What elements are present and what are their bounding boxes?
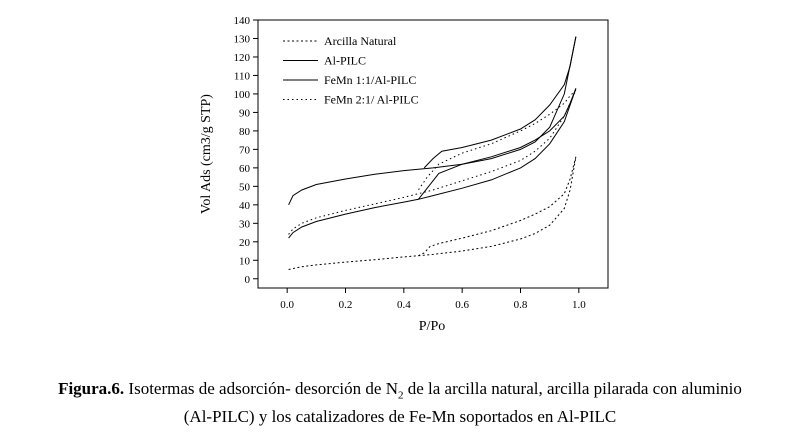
y-tick-label: 80	[239, 126, 251, 138]
x-tick-label: 0.2	[339, 299, 353, 311]
y-tick-label: 20	[239, 237, 251, 249]
legend-label: Al-PILC	[324, 54, 366, 68]
y-tick-label: 120	[234, 52, 251, 64]
y-tick-label: 130	[234, 33, 251, 45]
y-tick-label: 40	[239, 200, 251, 212]
y-tick-label: 30	[239, 218, 251, 230]
x-tick-label: 0.6	[455, 299, 469, 311]
series-arcilla-natural-adsorption	[288, 156, 577, 270]
y-tick-label: 100	[234, 89, 251, 101]
legend: Arcilla Natural Al-PILC FeMn 1:1/Al-PILC Fe…	[283, 34, 419, 107]
caption-label: Figura.6.	[58, 379, 125, 398]
series-femn-2-1-al-pilc-adsorption	[288, 89, 577, 235]
y-tick-label: 70	[239, 144, 251, 156]
series-femn-1-1-al-pilc-desorption	[423, 36, 577, 169]
caption-text-1b: de la arcilla natural, arcilla pilarada …	[403, 379, 742, 398]
series-lines	[288, 36, 577, 270]
series-femn-1-1-al-pilc-adsorption	[288, 36, 577, 206]
y-tick-label: 90	[239, 107, 251, 119]
caption-line-2: (Al-PILC) y los catalizadores de Fe-Mn s…	[183, 407, 617, 427]
y-tick-label: 110	[234, 70, 251, 82]
x-tick-label: 1.0	[572, 299, 586, 311]
caption-text-1a: Isotermas de adsorción- desorción de N	[124, 379, 398, 398]
series-al-pilc-adsorption	[288, 88, 577, 239]
series-arcilla-natural-desorption	[418, 156, 577, 257]
x-axis-label: P/Po	[419, 319, 445, 334]
y-tick-label: 10	[239, 255, 251, 267]
x-axis-ticks: 0.0 0.2 0.4 0.6 0.8 1.0	[280, 288, 586, 311]
y-tick-label: 50	[239, 181, 251, 193]
x-tick-label: 0.0	[280, 299, 294, 311]
y-axis-label: Vol Ads (cm3/g STP)	[199, 94, 214, 214]
y-tick-label: 140	[234, 15, 251, 27]
caption-subscript: 2	[397, 389, 404, 402]
y-axis-ticks: 0 10 20 30 40 50 60 70 80 90 100 110 120 130 140	[234, 15, 258, 286]
figure-caption: Figura.6. Isotermas de adsorción- desorc…	[0, 378, 800, 428]
legend-label: FeMn 1:1/Al-PILC	[324, 73, 416, 87]
y-tick-label: 0	[245, 274, 251, 286]
caption-line-1: Figura.6. Isotermas de adsorción- desorc…	[0, 378, 800, 406]
plot-frame	[257, 19, 609, 289]
legend-label: FeMn 2:1/ Al-PILC	[324, 93, 419, 107]
legend-label: Arcilla Natural	[324, 34, 397, 48]
series-femn-2-1-al-pilc-desorption	[417, 89, 577, 191]
y-tick-label: 60	[239, 163, 251, 175]
x-tick-label: 0.8	[514, 299, 528, 311]
x-tick-label: 0.4	[397, 299, 411, 311]
series-al-pilc-desorption	[418, 88, 577, 200]
